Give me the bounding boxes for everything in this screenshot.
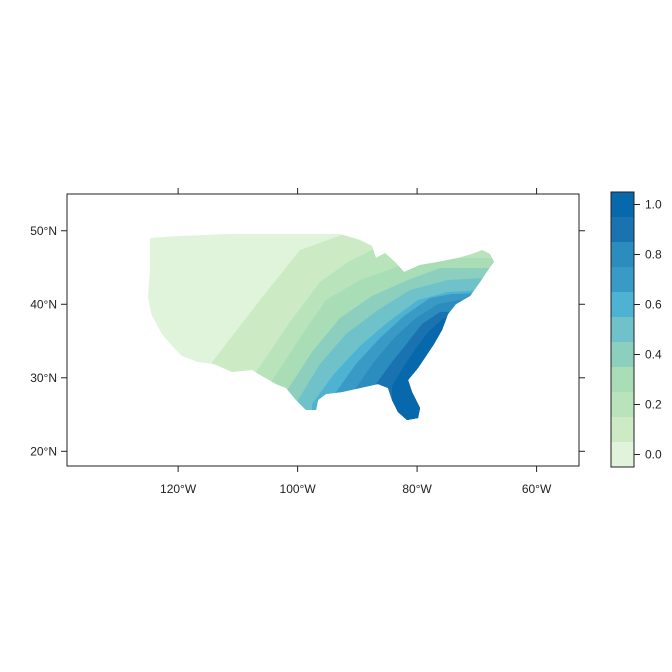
color-key-label: 0.4 [645,348,662,362]
color-key-frame [610,191,635,468]
color-key-bin [611,342,634,367]
color-key-bin [611,317,634,342]
color-key-bins [611,192,634,467]
color-key-bin [611,367,634,392]
color-key-bin [611,442,634,467]
color-key-label: 0.0 [645,448,662,462]
x-tick-label: 120°W [160,482,197,496]
map-panel: 120°W 100°W 80°W 60°W 20°N 30°N 40°N 50°N [30,188,585,496]
color-key-bin [611,292,634,317]
color-key-label: 1.0 [645,198,662,212]
y-ticks: 20°N 30°N 40°N 50°N [30,224,585,458]
color-key-bin [611,392,634,417]
color-key-bin [611,417,634,442]
x-tick-label: 100°W [280,482,317,496]
color-key-label: 0.6 [645,298,662,312]
color-key-ticks: 0.0 0.2 0.4 0.6 0.8 1.0 [634,198,662,462]
y-tick-label: 30°N [30,371,57,385]
color-key-bin [611,192,634,217]
x-tick-label: 80°W [402,482,432,496]
y-tick-label: 20°N [30,444,57,458]
color-key: 0.0 0.2 0.4 0.6 0.8 1.0 [610,191,662,468]
color-key-bin [611,242,634,267]
color-key-label: 0.8 [645,248,662,262]
y-tick-label: 50°N [30,224,57,238]
color-key-bin [611,267,634,292]
x-ticks: 120°W 100°W 80°W 60°W [160,188,552,496]
y-tick-label: 40°N [30,297,57,311]
color-key-label: 0.2 [645,398,662,412]
x-tick-label: 60°W [522,482,552,496]
color-key-bin [611,217,634,242]
